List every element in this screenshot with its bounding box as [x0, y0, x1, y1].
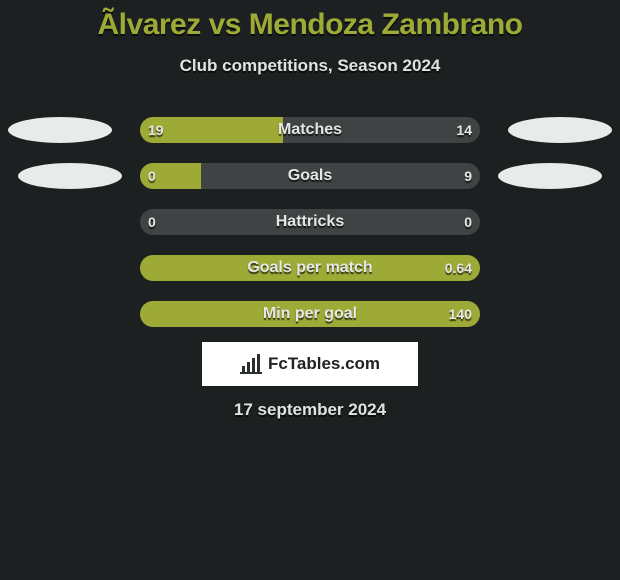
stat-value-left: 19: [148, 117, 164, 143]
stat-value-right: 0.64: [445, 255, 472, 281]
stat-bar: [140, 117, 480, 143]
stat-value-right: 14: [456, 117, 472, 143]
stat-value-right: 140: [449, 301, 472, 327]
brand-box: FcTables.com: [202, 342, 418, 386]
stats-rows: 1914Matches09Goals00Hattricks0.64Goals p…: [0, 106, 620, 336]
stat-bar: [140, 255, 480, 281]
stat-value-right: 0: [464, 209, 472, 235]
stat-value-left: 0: [148, 209, 156, 235]
stat-row: 0.64Goals per match: [0, 244, 620, 290]
player-badge-left: [18, 163, 122, 189]
stat-bar-fill: [140, 255, 480, 281]
stat-row: 09Goals: [0, 152, 620, 198]
subtitle: Club competitions, Season 2024: [0, 56, 620, 76]
stat-row: 00Hattricks: [0, 198, 620, 244]
stat-row: 1914Matches: [0, 106, 620, 152]
stat-bar-fill: [140, 301, 480, 327]
date-text: 17 september 2024: [0, 400, 620, 420]
player-badge-right: [508, 117, 612, 143]
stat-value-left: 0: [148, 163, 156, 189]
page-title: Ãlvarez vs Mendoza Zambrano: [0, 8, 620, 42]
player-badge-right: [498, 163, 602, 189]
stat-bar: [140, 163, 480, 189]
stat-bar: [140, 209, 480, 235]
stat-bar: [140, 301, 480, 327]
stat-value-right: 9: [464, 163, 472, 189]
player-badge-left: [8, 117, 112, 143]
stat-row: 140Min per goal: [0, 290, 620, 336]
comparison-card: Ãlvarez vs Mendoza Zambrano Club competi…: [0, 0, 620, 420]
bar-chart-icon: [240, 354, 264, 374]
brand-text: FcTables.com: [268, 354, 380, 374]
